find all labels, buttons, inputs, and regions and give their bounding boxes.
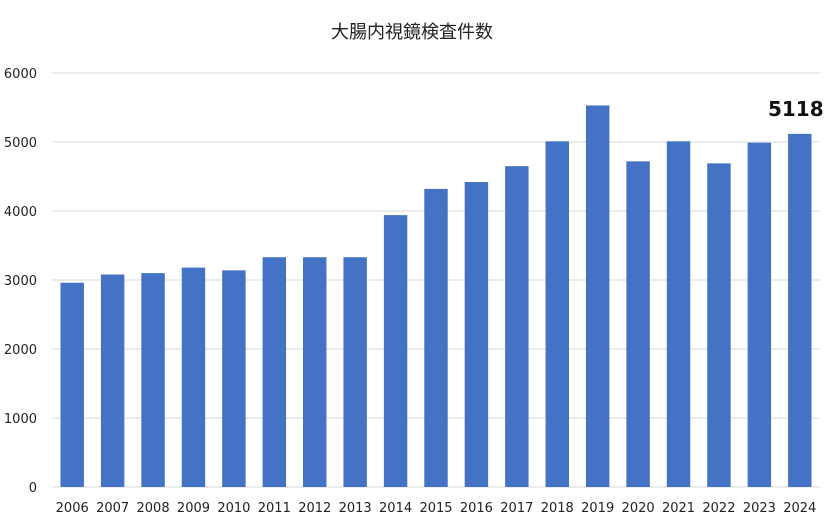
bar-2012 (303, 257, 327, 487)
y-tick-label: 2000 (4, 343, 37, 358)
bar-2008 (141, 273, 165, 487)
y-tick-label: 1000 (4, 412, 37, 427)
bar-2016 (464, 182, 489, 487)
x-tick-label: 2007 (96, 501, 129, 516)
bar-2018 (545, 141, 569, 487)
x-tick-label: 2016 (460, 501, 493, 516)
bar-2007 (100, 274, 125, 487)
y-axis: 0 1000 2000 3000 4000 5000 6000 (4, 67, 37, 496)
y-tick-label: 0 (29, 481, 37, 496)
x-tick-label: 2019 (581, 501, 614, 516)
x-tick-label: 2018 (541, 501, 574, 516)
value-annotation: 5118 (768, 97, 824, 121)
bar-2015 (424, 188, 448, 488)
x-tick-label: 2012 (298, 501, 331, 516)
x-tick-label: 2006 (56, 501, 89, 516)
annotations: 5118 (768, 97, 824, 121)
x-tick-label: 2020 (622, 501, 655, 516)
x-tick-label: 2014 (379, 501, 412, 516)
bar-2010 (222, 270, 246, 487)
bar-2017 (505, 166, 529, 487)
bar-2019 (585, 105, 610, 488)
x-tick-label: 2023 (743, 501, 776, 516)
chart-title: 大腸内視鏡検査件数 (331, 22, 493, 43)
x-tick-label: 2021 (662, 501, 695, 516)
bar-2022 (707, 163, 731, 487)
bar-2013 (343, 257, 367, 487)
y-tick-label: 5000 (4, 136, 37, 151)
x-tick-label: 2011 (258, 501, 291, 516)
x-tick-label: 2024 (783, 501, 816, 516)
bar-2009 (181, 267, 206, 487)
x-axis: 2006 2007 2008 2009 2010 2011 2012 2013 2014 2015… (56, 501, 817, 516)
x-tick-label: 2022 (702, 501, 735, 516)
bar-2020 (626, 161, 650, 487)
bar-2011 (262, 257, 287, 487)
x-tick-label: 2017 (500, 501, 533, 516)
y-tick-label: 4000 (4, 205, 37, 220)
bar-2021 (666, 141, 691, 487)
bar-2014 (383, 215, 408, 487)
x-tick-label: 2010 (217, 501, 250, 516)
y-tick-label: 3000 (4, 274, 37, 289)
bar-2006 (60, 282, 84, 487)
x-tick-label: 2015 (419, 501, 452, 516)
x-tick-label: 2008 (137, 501, 170, 516)
y-tick-label: 6000 (4, 67, 37, 82)
bar-2024 (788, 133, 812, 487)
bars (60, 105, 812, 488)
x-tick-label: 2013 (339, 501, 372, 516)
bar-2023 (747, 142, 772, 487)
x-tick-label: 2009 (177, 501, 210, 516)
